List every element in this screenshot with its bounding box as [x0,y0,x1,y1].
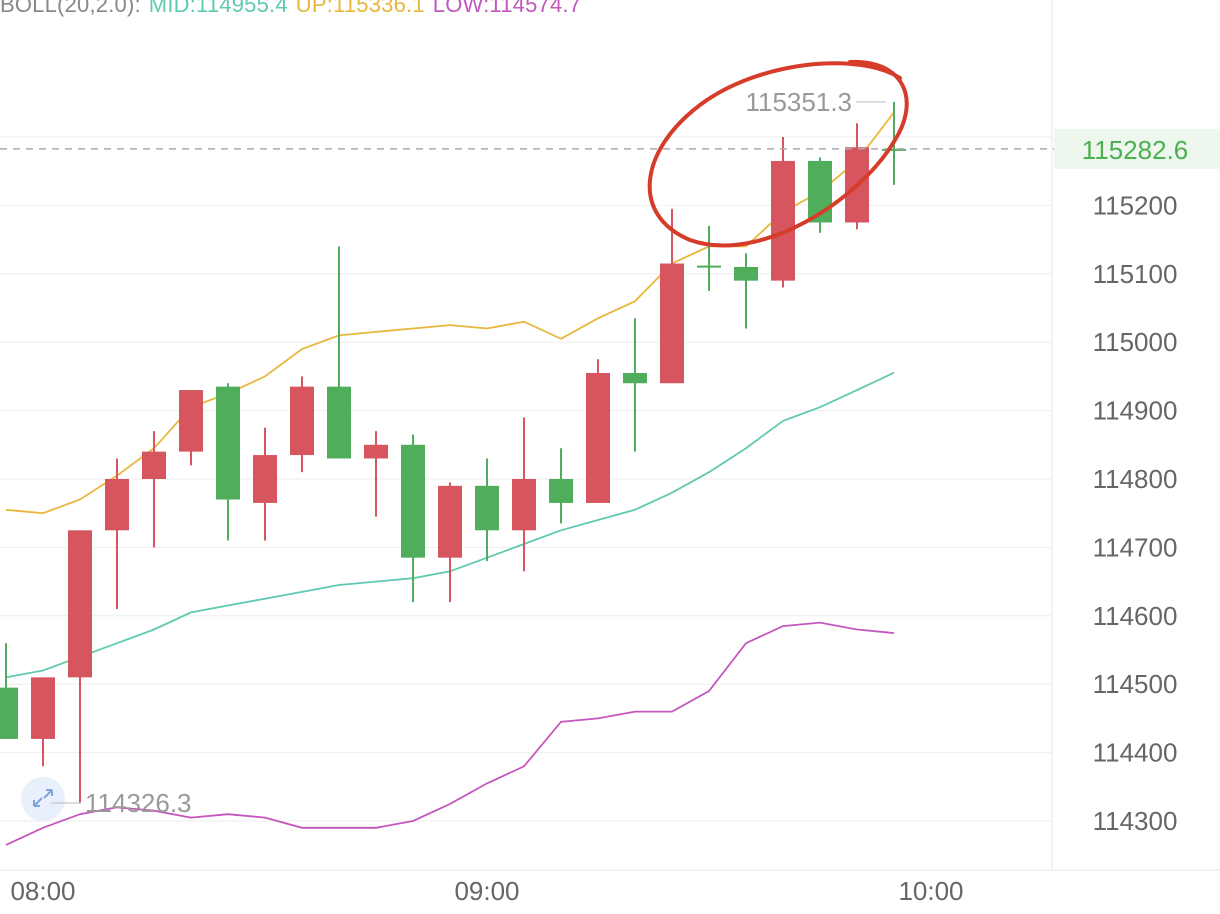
candle-up[interactable] [0,687,18,739]
x-tick-label: 09:00 [454,876,519,906]
annotation-circle [647,59,909,248]
x-tick-label: 08:00 [10,876,75,906]
y-tick-label: 115100 [1093,259,1178,289]
candle-down[interactable] [179,390,203,452]
candle-up[interactable] [697,265,721,268]
boll-indicator-label: BOLL(20,2.0): [0,0,141,17]
candle-up[interactable] [549,479,573,503]
candle-up[interactable] [475,485,499,531]
candle-down[interactable] [68,530,92,678]
candle-up[interactable] [623,372,647,384]
collapse-arrows-icon[interactable] [33,789,53,808]
x-tick-label: 10:00 [898,876,963,906]
min-marker-highlight [21,777,65,822]
boll-low-line [5,621,895,846]
candle-up[interactable] [882,148,906,151]
candle-down[interactable] [105,479,129,531]
boll-low-label: LOW:114574.7 [432,0,582,17]
boll-up-label: UP:115336.1 [295,0,425,17]
candle-down[interactable] [586,372,610,503]
y-tick-label: 114500 [1093,669,1178,699]
y-tick-label: 114900 [1093,396,1178,426]
candle-down[interactable] [438,485,462,558]
y-tick-label: 114400 [1093,738,1178,768]
candle-down[interactable] [31,677,55,739]
candle-down[interactable] [253,455,277,503]
candle-up[interactable] [327,386,351,459]
boll-up-line [5,111,895,515]
boll-mid-label: MID:114955.4 [148,0,288,17]
candle-up[interactable] [216,386,240,500]
y-tick-label: 114700 [1093,532,1178,562]
boll-legend: BOLL(20,2.0): MID:114955.4 UP:115336.1 LOW:… [0,0,589,18]
candle-down[interactable] [660,263,684,384]
y-tick-label: 115000 [1093,327,1178,357]
y-tick-label: 114300 [1093,806,1178,836]
last-price-label: 115282.6 [1082,135,1189,165]
y-tick-label: 115200 [1093,190,1178,220]
candle-up[interactable] [401,444,425,558]
candle-down[interactable] [364,444,388,459]
y-tick-label: 114800 [1093,464,1178,494]
candle-down[interactable] [142,451,166,479]
candle-down[interactable] [771,160,795,281]
candle-up[interactable] [734,266,758,281]
candle-down[interactable] [290,386,314,456]
y-tick-label: 114600 [1093,601,1178,631]
last-price-tag [1054,128,1220,169]
candle-down[interactable] [512,479,536,531]
max-price-label: 115351.3 [745,87,852,117]
min-price-label: 114326.3 [85,788,192,818]
